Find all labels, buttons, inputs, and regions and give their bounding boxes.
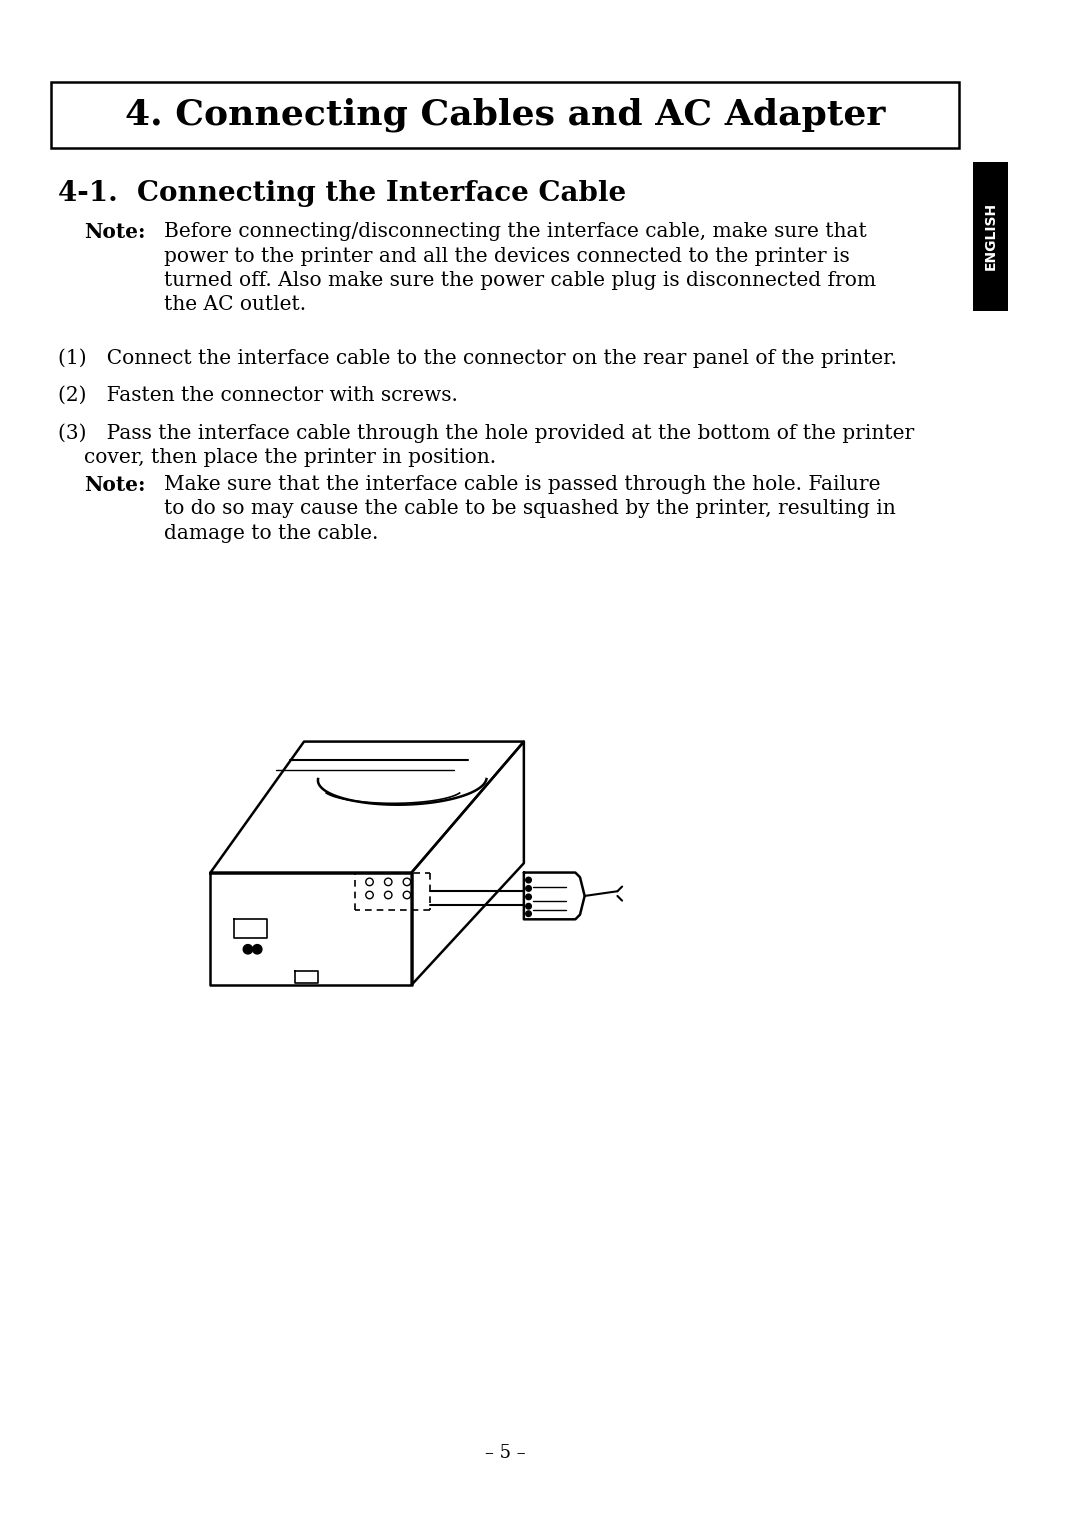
Circle shape [253,945,262,954]
Text: damage to the cable.: damage to the cable. [164,523,378,543]
Text: Make sure that the interface cable is passed through the hole. Failure: Make sure that the interface cable is pa… [164,476,880,494]
Text: – 5 –: – 5 – [485,1443,526,1462]
Circle shape [526,894,531,899]
Circle shape [243,945,253,954]
Circle shape [526,904,531,910]
Text: Before connecting/disconnecting the interface cable, make sure that: Before connecting/disconnecting the inte… [164,222,866,242]
Text: (1) Connect the interface cable to the connector on the rear panel of the printe: (1) Connect the interface cable to the c… [58,349,897,368]
Circle shape [526,878,531,882]
Text: the AC outlet.: the AC outlet. [164,295,306,315]
Text: cover, then place the printer in position.: cover, then place the printer in positio… [84,448,497,466]
FancyBboxPatch shape [973,162,1009,312]
Text: 4-1.  Connecting the Interface Cable: 4-1. Connecting the Interface Cable [58,180,626,208]
Circle shape [526,911,531,916]
Text: ENGLISH: ENGLISH [984,202,998,271]
Text: power to the printer and all the devices connected to the printer is: power to the printer and all the devices… [164,246,850,266]
Text: to do so may cause the cable to be squashed by the printer, resulting in: to do so may cause the cable to be squas… [164,500,895,518]
Circle shape [526,885,531,891]
FancyBboxPatch shape [52,83,959,148]
Text: (3) Pass the interface cable through the hole provided at the bottom of the prin: (3) Pass the interface cable through the… [58,424,915,443]
Text: Note:: Note: [84,222,146,243]
Text: (2) Fasten the connector with screws.: (2) Fasten the connector with screws. [58,387,458,405]
Text: Note:: Note: [84,476,146,495]
Text: turned off. Also make sure the power cable plug is disconnected from: turned off. Also make sure the power cab… [164,271,876,291]
Text: 4. Connecting Cables and AC Adapter: 4. Connecting Cables and AC Adapter [125,98,886,131]
